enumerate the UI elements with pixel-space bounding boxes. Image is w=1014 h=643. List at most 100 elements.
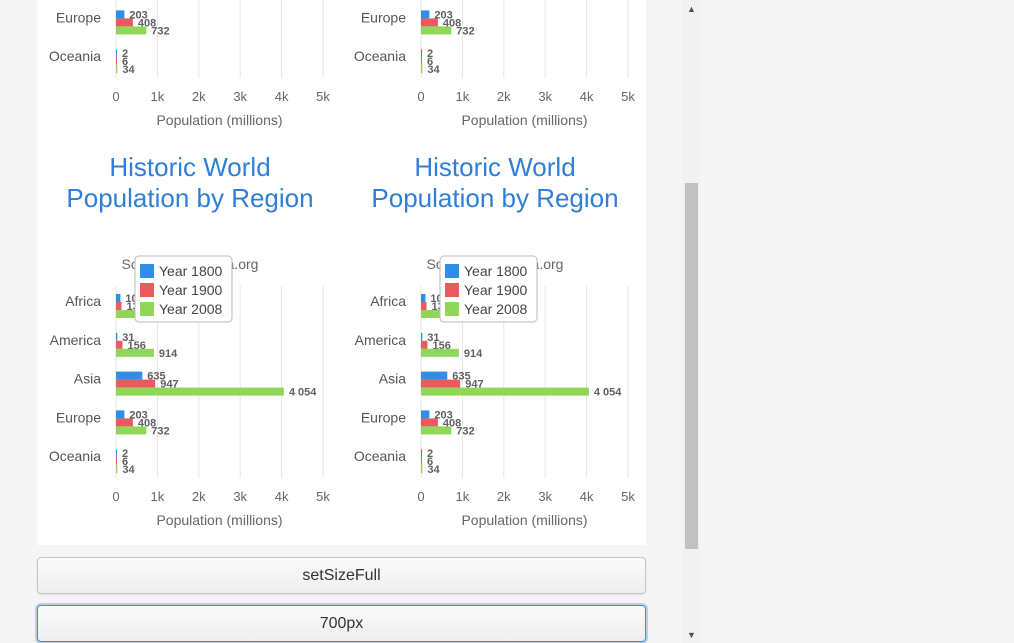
data-label: 2 — [427, 448, 433, 460]
bar — [116, 348, 154, 357]
scrollbar-thumb[interactable] — [685, 183, 698, 549]
x-tick-label: 4k — [580, 89, 594, 104]
category-label: Africa — [65, 293, 101, 309]
x-axis-title: Population (millions) — [156, 512, 282, 528]
category-label: Asia — [379, 371, 406, 387]
x-tick-label: 1k — [151, 489, 165, 504]
data-label: 31 — [427, 332, 439, 344]
x-tick-label: 5k — [621, 489, 635, 504]
chart-title: Historic World — [109, 152, 270, 182]
legend-item-label: Year 1900 — [464, 282, 528, 298]
x-tick-label: 2k — [192, 489, 206, 504]
x-tick-label: 3k — [538, 489, 552, 504]
data-label: 34 — [427, 64, 440, 76]
x-tick-label: 0 — [112, 89, 119, 104]
x-tick-label: 0 — [417, 489, 424, 504]
bar — [116, 10, 125, 19]
bar — [116, 418, 133, 427]
data-label: 914 — [464, 348, 483, 360]
data-label: 34 — [122, 64, 135, 76]
x-tick-label: 3k — [233, 489, 247, 504]
legend-item-label: Year 2008 — [464, 301, 528, 317]
category-label: America — [50, 332, 102, 348]
legend-swatch — [445, 264, 459, 278]
category-label: Europe — [361, 9, 406, 25]
bar — [421, 340, 428, 349]
legend-item-label: Year 2008 — [159, 301, 223, 317]
x-axis-title: Population (millions) — [461, 112, 587, 128]
bar — [421, 457, 422, 466]
category-label: Oceania — [49, 448, 101, 464]
charts-container: 0 1k 2k 3k 4k 5k Population (millions) Historic… — [37, 0, 646, 545]
bar — [421, 302, 427, 310]
data-label: 2 — [122, 448, 128, 460]
bar — [116, 302, 122, 310]
x-axis-title: Population (millions) — [461, 512, 587, 528]
data-label: 6 — [122, 56, 128, 68]
legend-item-label: Year 1800 — [159, 263, 223, 279]
bar — [421, 49, 422, 58]
bar — [421, 465, 423, 474]
data-label: 732 — [456, 25, 474, 37]
data-label: 2 — [427, 48, 433, 60]
bar — [116, 426, 147, 435]
data-label: 732 — [151, 425, 169, 437]
category-label: Europe — [56, 9, 101, 25]
legend-swatch — [445, 302, 459, 316]
bar — [116, 410, 125, 419]
bar — [421, 426, 452, 435]
bar — [421, 10, 430, 19]
bar — [116, 57, 117, 66]
legend-swatch — [140, 283, 154, 297]
bar — [421, 410, 430, 419]
data-label: 6 — [427, 56, 433, 68]
data-label: 34 — [122, 464, 135, 476]
data-label: 732 — [456, 425, 474, 437]
bar — [116, 449, 117, 458]
set-size-full-button[interactable]: setSizeFull — [37, 557, 646, 594]
category-label: America — [355, 332, 407, 348]
data-label: 6 — [427, 456, 433, 468]
legend: Year 1800 Year 1900 Year 2008 — [134, 255, 233, 323]
category-label: Asia — [74, 371, 101, 387]
x-tick-label: 3k — [233, 89, 247, 104]
bar — [421, 57, 422, 66]
bar — [116, 26, 147, 35]
bar — [421, 348, 459, 357]
chart-3: 0 1k 2k 3k 4k 5k Population (millions) Historic… — [49, 152, 331, 528]
category-label: Europe — [361, 409, 406, 425]
data-label: 2 — [122, 48, 128, 60]
x-tick-label: 1k — [456, 89, 470, 104]
chart-4: 0 1k 2k 3k 4k 5k Population (millions) Historic… — [354, 152, 636, 528]
data-label: 31 — [122, 332, 134, 344]
vertical-scrollbar[interactable]: ▲ ▼ — [683, 0, 700, 643]
700px-button[interactable]: 700px — [37, 605, 646, 642]
bar — [421, 18, 438, 27]
x-tick-label: 5k — [316, 89, 330, 104]
scroll-up-arrow-icon[interactable]: ▲ — [687, 3, 696, 14]
bar — [116, 294, 121, 302]
bar — [421, 387, 589, 396]
chart-title: Population by Region — [66, 183, 313, 213]
data-label: 203 — [129, 409, 147, 421]
bar — [116, 457, 117, 466]
x-tick-label: 4k — [275, 489, 289, 504]
legend-box — [439, 255, 538, 323]
x-tick-label: 1k — [456, 489, 470, 504]
bar — [421, 332, 423, 341]
bar — [116, 332, 118, 341]
category-label: Oceania — [354, 48, 406, 64]
scroll-down-arrow-icon[interactable]: ▼ — [687, 629, 696, 640]
bar — [421, 418, 438, 427]
bar — [116, 371, 143, 380]
x-tick-label: 5k — [316, 489, 330, 504]
category-label: Oceania — [354, 448, 406, 464]
x-axis-title: Population (millions) — [156, 112, 282, 128]
bar — [116, 387, 284, 396]
bar — [421, 379, 461, 388]
legend-swatch — [140, 302, 154, 316]
legend-swatch — [140, 264, 154, 278]
bar — [116, 340, 123, 349]
category-label: Africa — [370, 293, 406, 309]
